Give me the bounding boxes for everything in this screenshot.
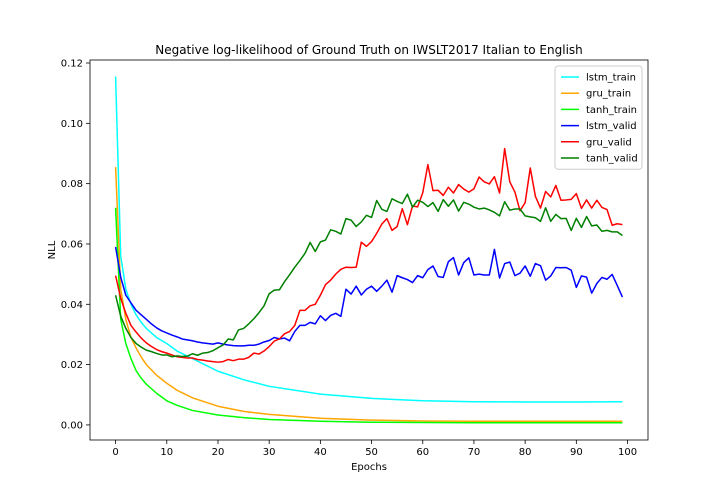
plot-area: [114, 76, 624, 424]
x-axis-label: Epochs: [351, 462, 387, 473]
y-tick-label: 0.10: [61, 119, 83, 130]
y-tick-label: 0.02: [61, 360, 83, 371]
y-tick-label: 0.12: [61, 59, 83, 70]
x-tick-label: 20: [212, 447, 225, 458]
legend-label-lstm_valid: lstm_valid: [586, 121, 637, 132]
y-tick-label: 0.06: [61, 239, 83, 250]
x-tick-label: 60: [416, 447, 429, 458]
x-tick-label: 0: [112, 447, 118, 458]
y-axis-label: NLL: [47, 240, 58, 259]
x-tick-label: 50: [365, 447, 378, 458]
legend-label-lstm_train: lstm_train: [586, 73, 636, 84]
x-tick-label: 30: [263, 447, 276, 458]
series-line-lstm_valid: [114, 246, 624, 347]
y-tick-label: 0.04: [61, 300, 83, 311]
x-tick-label: 80: [519, 447, 532, 458]
legend-label-tanh_valid: tanh_valid: [586, 154, 638, 165]
legend-label-gru_train: gru_train: [586, 89, 631, 100]
legend-box: [554, 65, 643, 170]
x-tick-label: 10: [160, 447, 173, 458]
x-axis: 0 10 20 30 40 50 60 70 80 90 100: [112, 440, 637, 458]
series-line-gru_valid: [114, 147, 623, 363]
x-tick-label: 40: [314, 447, 327, 458]
series-line-tanh_train: [114, 207, 623, 424]
x-tick-label: 100: [618, 447, 637, 458]
series-line-gru_train: [114, 167, 623, 423]
y-tick-label: 0.08: [61, 179, 83, 190]
chart-title: Negative log-likelihood of Ground Truth …: [155, 43, 583, 57]
legend-label-tanh_train: tanh_train: [586, 105, 637, 116]
legend: lstm_train gru_train tanh_train lstm_validg…: [554, 65, 643, 170]
x-tick-label: 90: [570, 447, 583, 458]
x-tick-label: 70: [468, 447, 481, 458]
y-tick-label: 0.00: [61, 420, 83, 431]
legend-label-gru_valid: gru_valid: [586, 137, 632, 148]
y-axis: 0.00 0.02 0.04 0.06 0.08 0.10 0.12: [61, 59, 90, 431]
series-line-tanh_valid: [114, 193, 623, 358]
plot-frame: [89, 59, 649, 441]
